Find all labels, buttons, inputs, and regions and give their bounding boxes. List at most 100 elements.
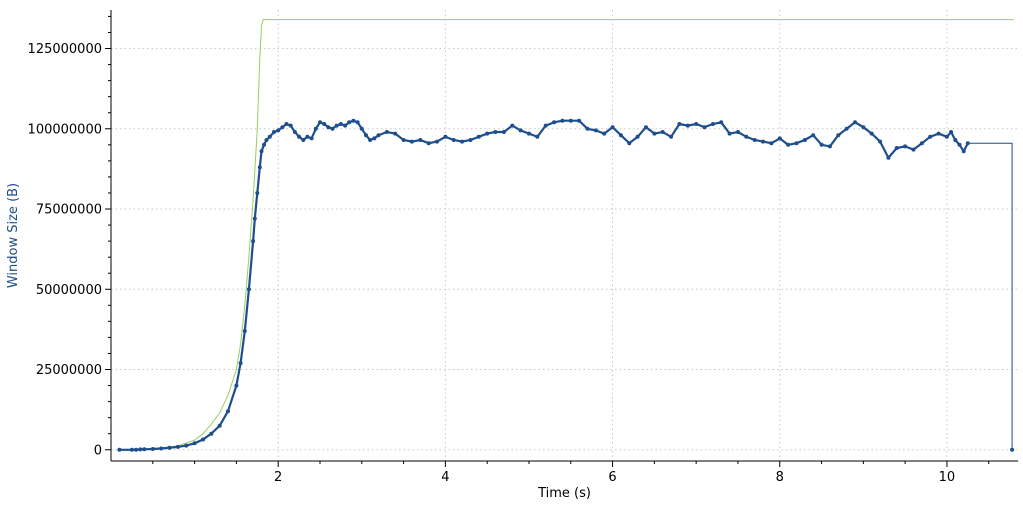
data-point (1010, 447, 1015, 452)
data-point (393, 131, 398, 136)
data-point (376, 133, 381, 138)
data-point (301, 138, 306, 142)
data-point (201, 437, 205, 442)
data-point (769, 141, 774, 146)
data-point (493, 130, 498, 134)
y-tick-label: 100000000 (28, 122, 102, 137)
data-point (610, 125, 615, 130)
data-point (635, 134, 640, 139)
data-point (752, 138, 757, 142)
data-point (794, 141, 799, 146)
data-point (334, 123, 339, 128)
y-tick-label: 50000000 (36, 283, 102, 298)
data-point (577, 118, 582, 123)
data-point (338, 122, 343, 126)
data-point (234, 383, 239, 388)
data-point (911, 147, 916, 152)
data-point (322, 122, 327, 126)
data-point (485, 131, 490, 136)
y-axis-title: Window Size (B) (6, 183, 21, 288)
data-point (618, 133, 623, 138)
data-point (426, 141, 431, 146)
data-point (761, 139, 765, 144)
y-tick-label: 125000000 (28, 42, 102, 57)
series-1 (117, 118, 970, 452)
data-point (117, 447, 122, 452)
data-point (853, 120, 857, 125)
data-point (255, 191, 260, 195)
data-point (252, 216, 257, 221)
data-point (702, 125, 707, 130)
data-point (451, 138, 456, 142)
y-ticks: 0 25000000 50000000 75000000 100000000 125000… (28, 15, 111, 458)
data-point (819, 142, 824, 147)
series-layer (117, 19, 1015, 452)
data-point (313, 126, 318, 131)
data-point (251, 239, 256, 244)
data-point (602, 131, 607, 136)
data-point (401, 138, 406, 142)
data-point (694, 122, 699, 126)
data-point (476, 134, 481, 139)
data-point (644, 125, 648, 130)
x-axis-title: Time (s) (537, 486, 591, 501)
data-point (409, 139, 414, 144)
data-point (660, 130, 665, 134)
data-point (957, 142, 962, 147)
data-point (288, 123, 293, 128)
data-point (919, 141, 924, 146)
x-tick-label: 4 (441, 470, 449, 485)
x-tick-label: 10 (939, 470, 956, 485)
data-point (418, 138, 423, 142)
data-point (309, 136, 314, 141)
data-point (928, 134, 933, 139)
data-point (326, 125, 331, 130)
data-point (443, 134, 448, 139)
series-line (119, 19, 1014, 451)
data-point (878, 139, 883, 144)
data-point (129, 447, 134, 452)
x-tick-label: 6 (608, 470, 616, 485)
x-tick-label: 8 (776, 470, 784, 485)
grid (111, 10, 1018, 461)
axes (110, 10, 1018, 462)
y-tick-label: 75000000 (36, 203, 102, 218)
data-point (209, 431, 214, 436)
data-point (844, 126, 849, 131)
data-point (710, 122, 715, 126)
data-point (518, 128, 523, 133)
series-2 (967, 142, 1013, 450)
data-point (719, 120, 724, 125)
data-point (786, 142, 791, 147)
data-point (552, 120, 557, 125)
data-point (343, 123, 348, 128)
data-point (501, 130, 506, 134)
data-point (272, 130, 276, 134)
data-point (861, 125, 866, 130)
data-point (226, 409, 230, 414)
data-point (134, 447, 139, 452)
data-point (836, 133, 841, 138)
data-point (460, 139, 465, 144)
data-point (535, 134, 540, 139)
data-point (330, 126, 335, 131)
data-point (468, 138, 473, 142)
data-point (953, 138, 958, 142)
data-point (543, 123, 548, 128)
data-point (527, 131, 531, 136)
data-point (685, 123, 690, 128)
x-tick-label: 2 (274, 470, 282, 485)
data-point (246, 287, 251, 292)
data-point (894, 146, 899, 150)
x-ticks: 2 4 6 8 10 (152, 461, 990, 485)
data-point (167, 445, 172, 450)
data-point (184, 443, 189, 448)
data-point (351, 118, 356, 123)
data-point (355, 120, 360, 125)
data-point (936, 131, 941, 136)
data-point (257, 165, 262, 170)
data-point (192, 441, 197, 446)
data-point (318, 120, 322, 125)
